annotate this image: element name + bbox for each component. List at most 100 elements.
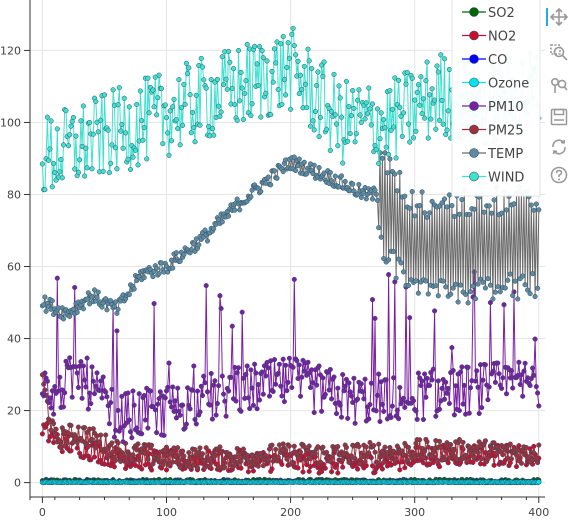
data-point-pm25 xyxy=(456,437,462,443)
data-point-pm10 xyxy=(249,385,255,391)
data-point-no2 xyxy=(163,467,170,473)
data-point-wind xyxy=(126,104,132,110)
legend-label: SO2 xyxy=(488,6,515,21)
reset-icon[interactable] xyxy=(550,138,568,156)
data-point-pm25 xyxy=(479,456,485,462)
data-point-temp xyxy=(417,203,423,209)
data-point-wind xyxy=(181,81,187,87)
data-point-pm10 xyxy=(233,398,239,404)
data-point-pm10 xyxy=(329,396,335,402)
data-point-pm10 xyxy=(450,367,456,374)
data-point-wind xyxy=(306,58,312,64)
data-point-wind xyxy=(358,119,364,126)
data-point-pm10 xyxy=(496,371,502,377)
data-point-pm10 xyxy=(466,410,472,416)
data-point-pm10 xyxy=(211,382,217,388)
data-point-no2 xyxy=(250,468,256,474)
data-point-wind xyxy=(59,175,65,181)
data-point-wind xyxy=(158,86,165,92)
data-point-pm25 xyxy=(113,457,119,463)
data-point-wind xyxy=(244,41,250,47)
data-point-pm10 xyxy=(60,404,67,410)
data-point-pm10 xyxy=(78,359,84,365)
data-point-pm10 xyxy=(218,305,224,312)
data-point-wind xyxy=(134,101,140,107)
wheel-zoom-icon[interactable] xyxy=(550,77,568,95)
data-point-pm10 xyxy=(297,393,304,399)
data-point-pm10 xyxy=(338,414,345,420)
data-point-pm25 xyxy=(356,444,362,450)
data-point-pm10 xyxy=(228,374,234,380)
data-point-pm10 xyxy=(446,400,452,407)
data-point-pm10 xyxy=(475,384,481,390)
data-point-wind xyxy=(89,166,95,172)
data-point-pm10 xyxy=(46,400,52,406)
data-point-wind xyxy=(48,118,54,124)
data-point-wind xyxy=(396,77,402,83)
data-point-wind xyxy=(135,162,141,168)
data-point-pm10 xyxy=(424,375,430,381)
data-point-pm10 xyxy=(500,375,506,381)
data-point-pm25 xyxy=(317,459,323,465)
data-point-pm10 xyxy=(141,392,147,399)
data-point-pm25 xyxy=(286,443,292,449)
data-point-temp xyxy=(43,308,49,314)
data-point-temp xyxy=(522,282,528,288)
data-point-temp xyxy=(177,258,183,264)
data-point-temp xyxy=(237,207,243,213)
data-point-pm25 xyxy=(90,426,96,432)
data-point-temp xyxy=(374,197,381,203)
data-point-pm10 xyxy=(99,395,105,401)
data-point-pm10 xyxy=(444,390,450,396)
box-zoom-icon[interactable] xyxy=(550,44,568,62)
data-point-temp xyxy=(467,289,474,295)
data-point-pm10 xyxy=(201,373,207,379)
data-point-pm10 xyxy=(209,416,215,422)
data-point-temp xyxy=(485,276,491,282)
data-point-wind xyxy=(190,109,196,115)
data-point-wind xyxy=(93,98,99,105)
data-point-pm25 xyxy=(181,453,187,459)
data-point-temp xyxy=(429,198,435,204)
data-point-wind xyxy=(305,46,311,52)
data-point-temp xyxy=(435,293,441,299)
save-icon[interactable] xyxy=(550,108,568,126)
legend-label: PM10 xyxy=(488,100,524,115)
data-point-pm25 xyxy=(176,458,182,464)
help-icon[interactable] xyxy=(550,166,568,184)
data-point-temp xyxy=(424,214,430,220)
data-point-temp xyxy=(274,175,280,181)
data-point-pm10 xyxy=(177,412,183,418)
data-point-wind xyxy=(211,132,217,138)
legend-swatch-marker xyxy=(469,30,479,41)
data-point-pm10 xyxy=(423,394,429,400)
y-tick-label: 80 xyxy=(7,188,21,201)
data-point-pm10 xyxy=(252,361,258,367)
data-point-pm10 xyxy=(482,362,488,368)
data-point-wind xyxy=(238,69,244,76)
data-point-wind xyxy=(60,142,67,148)
data-point-pm10 xyxy=(320,375,326,381)
pan-icon[interactable] xyxy=(546,7,569,27)
data-point-temp xyxy=(373,191,379,197)
data-point-pm10 xyxy=(48,405,54,411)
data-point-wind xyxy=(127,166,134,173)
data-point-pm10 xyxy=(134,425,140,431)
data-point-pm10 xyxy=(49,388,55,394)
y-tick-label: 60 xyxy=(7,261,21,274)
data-point-temp xyxy=(387,156,393,162)
data-point-wind xyxy=(227,59,233,65)
data-point-pm10 xyxy=(212,378,218,384)
data-point-pm10 xyxy=(453,383,459,389)
data-point-pm10 xyxy=(285,379,291,385)
data-point-temp xyxy=(342,178,348,185)
data-point-pm10 xyxy=(290,364,296,370)
series-pm10 xyxy=(39,269,542,445)
data-point-wind xyxy=(137,88,143,94)
data-point-temp xyxy=(520,273,526,279)
data-point-wind xyxy=(90,131,96,137)
data-point-wind xyxy=(289,31,295,37)
data-point-temp xyxy=(363,196,369,202)
data-point-pm10 xyxy=(142,417,148,423)
data-point-temp xyxy=(154,265,160,271)
